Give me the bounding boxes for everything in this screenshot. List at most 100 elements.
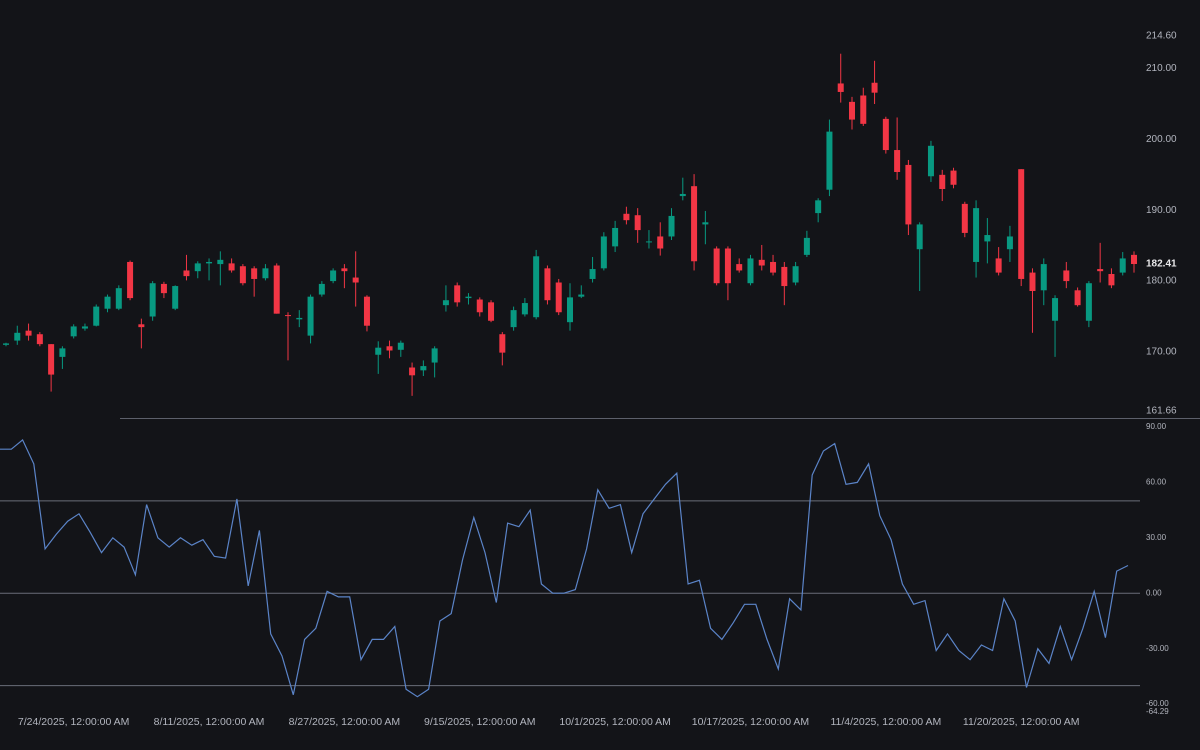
y-tick-label: -64.29 [1146,707,1169,716]
candle-body [927,145,934,177]
candle-body [939,174,946,190]
candle-body [657,236,664,249]
candle-body [1018,169,1025,279]
candle-body [1108,274,1115,286]
candle-body [713,248,720,284]
candle-body [239,266,246,284]
candle-body [894,150,901,173]
candle-body [397,342,404,350]
x-tick-label: 11/4/2025, 12:00:00 AM [830,716,941,728]
x-tick-label: 8/11/2025, 12:00:00 AM [154,716,265,728]
candle-body [386,346,393,351]
candle-body [59,348,66,357]
candle-body [961,203,968,233]
candle-body [578,294,585,297]
candle-body [183,270,190,277]
candle-body [488,302,495,321]
candle-body [1006,236,1013,250]
candle-body [296,317,303,320]
candle-body [567,297,573,323]
candle-body [476,299,483,313]
candle-body [555,282,562,313]
y-tick-label: 200.00 [1146,134,1177,145]
candle-body [521,303,528,315]
candle-body [115,288,122,309]
candle-body [273,265,280,314]
candle-body [736,264,743,271]
candle-body [363,296,370,326]
candle-body [770,261,777,273]
candle-body [758,259,765,266]
y-tick-label: 161.66 [1146,406,1177,417]
x-tick-label: 8/27/2025, 12:00:00 AM [289,716,401,728]
candle-body [499,334,506,353]
candle-body [1063,270,1070,282]
y-tick-label: -30.00 [1146,644,1169,653]
candle-body [995,258,1002,273]
candle-body [612,227,619,247]
y-tick-label: 90.00 [1146,422,1167,431]
y-tick-label: 30.00 [1146,533,1167,542]
candle-body [1052,298,1059,321]
candle-body [1097,269,1104,272]
y-tick-label: 0.00 [1146,588,1162,597]
candle-body [48,344,55,375]
candle-body [93,306,100,326]
candle-body [973,208,980,262]
candle-body [127,261,134,299]
candle-body [600,236,607,269]
x-tick-label: 10/1/2025, 12:00:00 AM [559,716,671,728]
x-tick-label: 11/20/2025, 12:00:00 AM [963,716,1080,728]
candle-body [442,300,449,306]
candle-body [882,118,889,151]
candle-body [307,296,314,336]
candle-body [454,285,461,303]
candle-body [262,268,269,279]
candle-body [228,263,235,271]
candle-body [623,213,630,221]
y-tick-label: 214.60 [1146,31,1177,42]
candle-body [172,286,179,309]
candle-body [634,215,641,231]
x-tick-label: 10/17/2025, 12:00:00 AM [692,716,809,728]
candle-body [905,164,912,225]
candle-body [409,367,416,376]
candle-body [792,266,799,283]
candle-body [14,332,21,341]
candle-body [149,283,156,317]
candle-body [871,82,878,93]
candle-body [285,315,291,317]
candle-body [318,283,325,295]
candle-body [1131,254,1137,265]
candle-body [1029,272,1036,292]
candle-body [691,186,698,262]
candle-body [544,268,551,301]
candle-body [1085,283,1092,321]
candle-body [826,131,833,190]
candle-body [341,268,348,272]
candle-body [984,235,991,242]
candle-body [70,326,77,337]
candle-body [431,348,438,363]
candle-body [533,256,540,318]
candle-body [217,259,224,265]
candle-body [747,258,754,284]
candle-body [849,101,855,120]
candle-body [815,200,822,214]
candle-body [138,324,145,328]
candle-body [104,296,111,309]
candle-body [465,296,472,299]
candle-body [194,263,201,272]
candle-body [589,269,596,279]
candle-body [25,330,32,336]
candle-body [1040,264,1047,291]
candle-body [375,347,382,355]
candle-body [251,268,258,279]
y-tick-label: 190.00 [1146,205,1177,216]
y-tick-label: 60.00 [1146,478,1167,487]
candle-body [702,222,709,225]
candle-body [668,215,675,237]
candle-body [950,170,957,185]
